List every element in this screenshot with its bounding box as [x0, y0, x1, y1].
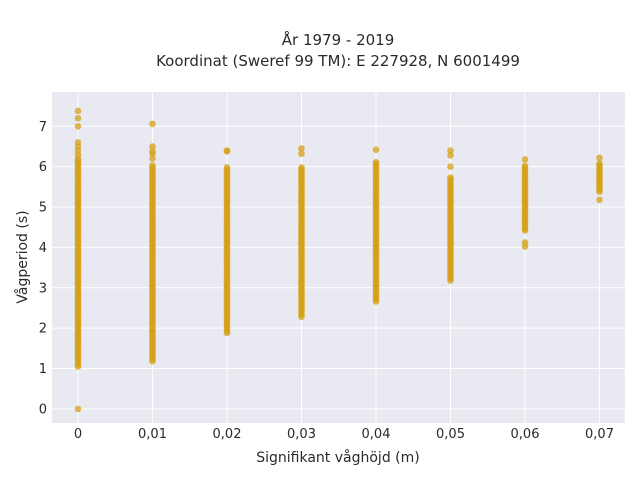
- y-tick-label: 5: [39, 201, 47, 216]
- x-axis-label: Signifikant våghöjd (m): [256, 449, 419, 466]
- x-tick-label: 0,04: [362, 427, 391, 442]
- y-tick-label: 3: [39, 281, 47, 296]
- data-point: [74, 139, 82, 146]
- data-point: [447, 147, 454, 154]
- x-tick-label: 0,03: [287, 427, 316, 442]
- data-point: [447, 163, 454, 170]
- data-point: [223, 147, 231, 154]
- data-point: [298, 164, 305, 171]
- data-point: [74, 123, 82, 130]
- x-tick-label: 0,06: [511, 427, 540, 442]
- data-point: [447, 152, 454, 159]
- data-point: [74, 107, 82, 115]
- data-point: [372, 158, 380, 166]
- data-point: [596, 154, 603, 162]
- data-points: [74, 107, 603, 413]
- data-point: [521, 156, 529, 163]
- chart-title-line1: År 1979 - 2019: [282, 30, 395, 49]
- y-tick-labels: 0 1 2 3 4 5 6 7: [39, 120, 47, 418]
- y-tick-label: 2: [39, 322, 47, 337]
- data-point: [298, 150, 305, 158]
- y-axis-label: Vågperiod (s): [14, 210, 31, 303]
- data-point: [149, 120, 156, 128]
- data-point: [149, 143, 156, 150]
- y-tick-label: 4: [39, 241, 47, 256]
- x-tick-label: 0,02: [213, 427, 242, 442]
- y-tick-label: 1: [39, 362, 47, 377]
- data-point: [521, 162, 529, 170]
- x-tick-label: 0: [74, 427, 82, 442]
- x-tick-label: 0,01: [138, 427, 167, 442]
- data-point: [74, 405, 82, 413]
- x-tick-label: 0,07: [585, 427, 614, 442]
- y-tick-label: 6: [39, 160, 47, 175]
- data-point: [74, 114, 82, 122]
- y-tick-label: 0: [39, 402, 47, 417]
- data-point: [372, 146, 380, 154]
- data-point: [521, 239, 529, 246]
- chart-title-line2: Koordinat (Sweref 99 TM): E 227928, N 60…: [156, 52, 520, 70]
- data-point: [223, 164, 231, 171]
- data-point: [298, 145, 305, 152]
- plot-area: [52, 92, 625, 423]
- data-point: [596, 196, 603, 204]
- data-point: [149, 162, 156, 169]
- x-tick-labels: 0 0,01 0,02 0,03 0,04 0,05 0,06 0,07: [74, 427, 614, 442]
- data-point: [447, 174, 454, 181]
- y-tick-label: 7: [39, 120, 47, 135]
- data-point: [149, 148, 156, 155]
- data-point: [596, 160, 603, 167]
- data-point: [149, 155, 156, 162]
- x-tick-label: 0,05: [436, 427, 465, 442]
